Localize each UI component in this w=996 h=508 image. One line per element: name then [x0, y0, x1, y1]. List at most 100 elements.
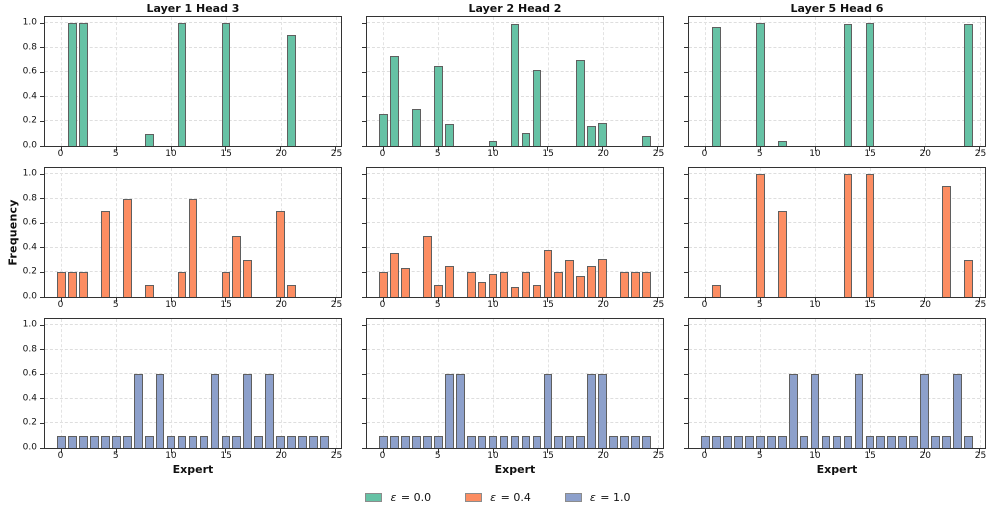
- gridline-horizontal: [689, 246, 985, 248]
- gridline-vertical: [657, 319, 659, 448]
- y-tick-label: 0.2: [22, 417, 37, 428]
- bar-expert-21: [287, 35, 297, 146]
- tick-mark: [280, 147, 282, 151]
- gridline-vertical: [547, 17, 549, 146]
- bar-expert-11: [821, 435, 831, 448]
- x-tick-label: 5: [112, 451, 119, 461]
- bar-expert-20: [276, 211, 286, 297]
- x-tick-label: 10: [487, 451, 499, 461]
- tick-mark: [170, 449, 172, 453]
- gridline-horizontal: [689, 222, 985, 224]
- x-tick-label: 25: [652, 451, 665, 461]
- y-tick-label: 1.0: [22, 168, 37, 179]
- tick-mark: [362, 198, 366, 200]
- bar-expert-24: [964, 260, 973, 297]
- tick-mark: [979, 298, 981, 302]
- bar-expert-13: [199, 435, 209, 448]
- x-tick-label: 5: [112, 300, 119, 310]
- tick-mark: [437, 449, 439, 453]
- tick-mark: [40, 96, 44, 98]
- legend: ε = 0.0 ε = 0.4 ε = 1.0: [0, 491, 996, 504]
- bar-expert-14: [532, 284, 542, 297]
- bar-expert-14: [532, 435, 542, 448]
- bar-expert-16: [554, 272, 564, 297]
- tick-mark: [684, 398, 688, 400]
- tick-mark: [362, 71, 366, 73]
- tick-mark: [684, 422, 688, 424]
- tick-mark: [437, 147, 439, 151]
- tick-mark: [40, 349, 44, 351]
- x-tick-label: 0: [57, 149, 64, 159]
- bar-expert-0: [379, 114, 388, 146]
- gridline-horizontal: [367, 197, 663, 199]
- bar-expert-1: [712, 26, 721, 146]
- plot-area: [684, 167, 986, 302]
- y-tick-label: 0.8: [22, 193, 37, 204]
- bar-expert-9: [477, 282, 487, 297]
- tick-mark: [362, 222, 366, 224]
- subplot-row3-col2: 0 5 10 15 20 25 Expert: [362, 318, 665, 479]
- subplot-row2-col3: 0 5 10 15 20 25: [684, 167, 986, 312]
- tick-mark: [40, 296, 44, 298]
- x-tick-label: 0: [701, 451, 708, 461]
- tick-mark: [684, 247, 688, 249]
- bar-expert-9: [155, 374, 165, 448]
- gridline-horizontal: [45, 397, 341, 399]
- gridline-vertical: [493, 168, 495, 297]
- y-tick-label: 0.4: [22, 393, 37, 404]
- bar-expert-5: [755, 23, 765, 146]
- x-tick-label: 15: [864, 451, 876, 461]
- x-tick-label: 0: [701, 300, 708, 310]
- y-tick-label: 0.6: [22, 368, 37, 379]
- x-tick-label: 20: [597, 149, 610, 159]
- tick-mark: [362, 22, 366, 24]
- bar-expert-5: [433, 435, 443, 448]
- tick-mark: [684, 349, 688, 351]
- x-tick-label: 25: [652, 300, 665, 310]
- bar-expert-14: [210, 374, 220, 448]
- bar-expert-9: [477, 435, 487, 448]
- legend-swatch: [365, 493, 383, 502]
- legend-swatch: [564, 493, 582, 502]
- x-tick-label: 25: [974, 451, 987, 461]
- gridline-horizontal: [45, 22, 341, 24]
- tick-mark: [382, 449, 384, 453]
- y-tick-label: 0.0: [22, 140, 37, 151]
- gridline-vertical: [705, 17, 707, 146]
- bar-expert-15: [221, 272, 231, 297]
- bar-expert-16: [554, 435, 564, 448]
- tick-mark: [362, 47, 366, 49]
- gridline-horizontal: [367, 22, 663, 24]
- gridline-vertical: [225, 319, 227, 448]
- x-tick-labels: 0 5 10 15 20 25: [44, 449, 343, 463]
- bar-expert-10: [488, 435, 498, 448]
- gridline-horizontal: [45, 348, 341, 350]
- tick-mark: [40, 173, 44, 175]
- tick-mark: [869, 449, 871, 453]
- bar-expert-24: [964, 435, 973, 448]
- tick-mark: [40, 120, 44, 122]
- bar-expert-10: [810, 374, 820, 448]
- bar-expert-0: [57, 272, 66, 297]
- legend-item: ε = 1.0: [564, 491, 631, 504]
- tick-mark: [602, 449, 604, 453]
- gridline-horizontal: [689, 324, 985, 326]
- bar-expert-18: [898, 435, 908, 448]
- tick-mark: [547, 147, 549, 151]
- tick-mark: [362, 373, 366, 375]
- gridline-vertical: [61, 168, 63, 297]
- legend-label: ε = 1.0: [589, 491, 631, 504]
- tick-mark: [684, 271, 688, 273]
- bar-expert-15: [865, 435, 875, 448]
- tick-mark: [60, 147, 62, 151]
- bar-expert-21: [287, 435, 297, 448]
- x-tick-label: 15: [220, 149, 232, 159]
- tick-mark: [602, 298, 604, 302]
- plot-area: 0.0 0.2 0.4 0.6 0.8 1.0: [23, 16, 342, 151]
- bar-expert-23: [631, 272, 640, 297]
- gridline-vertical: [547, 168, 549, 297]
- gridline-vertical: [438, 168, 440, 297]
- x-tick-label: 15: [542, 300, 554, 310]
- x-tick-label: 10: [809, 149, 821, 159]
